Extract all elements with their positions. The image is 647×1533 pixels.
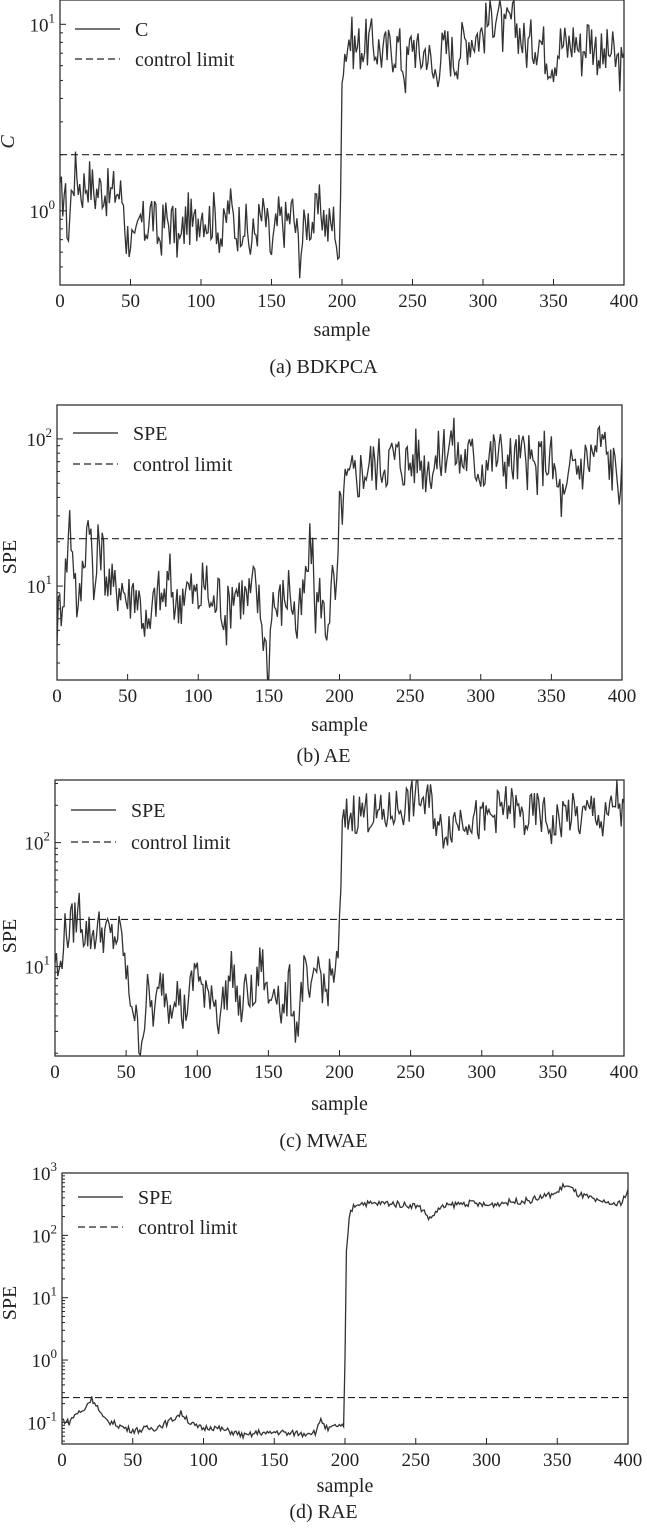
x-tick-label: 50 xyxy=(117,1062,136,1083)
x-tick-label: 400 xyxy=(614,1450,643,1471)
x-tick-label: 0 xyxy=(50,1062,60,1083)
x-tick-label: 250 xyxy=(402,1450,431,1471)
x-tick-label: 350 xyxy=(539,291,568,312)
series-line xyxy=(55,780,624,1056)
x-axis-label: sample xyxy=(311,714,368,736)
x-tick-label: 300 xyxy=(469,291,498,312)
x-tick-label: 200 xyxy=(325,686,354,707)
x-axis-label: sample xyxy=(317,1475,374,1497)
chart-d-svg: 0 50 100 150 200 250 300 350 400 10-1 100 101 102 103… xyxy=(0,1159,643,1497)
legend-label: SPE xyxy=(138,1187,172,1209)
y-tick-label: 101 xyxy=(27,572,53,598)
chart-c-caption: (c) MWAE xyxy=(279,1130,368,1152)
x-tick-label: 350 xyxy=(543,1450,572,1471)
x-tick-label: 100 xyxy=(187,291,216,312)
chart-d-caption: (d) RAE xyxy=(289,1501,358,1523)
y-tick-label: 102 xyxy=(27,425,53,451)
x-tick-label: 0 xyxy=(55,291,65,312)
y-tick-label: 103 xyxy=(32,1159,58,1185)
legend-label: control limit xyxy=(131,832,231,854)
legend-label: control limit xyxy=(135,49,235,71)
x-tick-label: 400 xyxy=(608,686,637,707)
x-tick-label: 50 xyxy=(121,291,140,312)
chart-a-svg: 0 50 100 150 200 250 300 350 400 100 101 sample C Cco… xyxy=(0,0,639,341)
y-tick-label: 101 xyxy=(30,10,56,36)
y-tick-label: 102 xyxy=(32,1221,58,1247)
x-tick-label: 150 xyxy=(257,291,286,312)
x-tick-label: 150 xyxy=(260,1450,289,1471)
x-tick-label: 150 xyxy=(255,686,284,707)
series-line xyxy=(57,417,622,680)
x-tick-label: 250 xyxy=(396,686,425,707)
y-tick-label: 10-1 xyxy=(27,1408,57,1434)
chart-b-caption: (b) AE xyxy=(296,745,351,767)
chart-panel-a: 0 50 100 150 200 250 300 350 400 100 101 sample C Cco… xyxy=(0,0,647,385)
legend-label: SPE xyxy=(131,800,165,822)
chart-panel-b: 0 50 100 150 200 250 300 350 400 101 102 sample SPE S… xyxy=(0,385,647,770)
x-tick-label: 250 xyxy=(396,1062,425,1083)
x-tick-label: 350 xyxy=(539,1062,568,1083)
y-tick-label: 100 xyxy=(32,1346,58,1372)
x-tick-label: 400 xyxy=(610,291,639,312)
legend-label: control limit xyxy=(133,454,233,476)
y-axis-label: C xyxy=(0,135,19,149)
x-tick-label: 0 xyxy=(52,686,62,707)
y-axis-label: SPE xyxy=(0,919,21,953)
x-axis-label: sample xyxy=(311,1093,368,1115)
y-tick-label: 102 xyxy=(25,829,51,855)
plot-frame xyxy=(61,1172,629,1445)
chart-panel-c: 0 50 100 150 200 250 300 350 400 101 102 sample SPE S… xyxy=(0,770,647,1153)
x-tick-label: 150 xyxy=(254,1062,283,1083)
y-tick-label: 101 xyxy=(32,1284,58,1310)
x-tick-label: 50 xyxy=(123,1450,142,1471)
x-tick-label: 0 xyxy=(57,1450,67,1471)
x-tick-label: 300 xyxy=(468,1062,497,1083)
x-axis-label: sample xyxy=(314,319,371,341)
x-tick-label: 100 xyxy=(184,686,213,707)
plot-frame xyxy=(56,404,623,681)
x-tick-label: 350 xyxy=(537,686,566,707)
x-tick-label: 200 xyxy=(328,291,357,312)
x-tick-label: 300 xyxy=(472,1450,501,1471)
y-axis-label: SPE xyxy=(0,1286,21,1320)
legend-label: C xyxy=(135,19,148,41)
chart-c-svg: 0 50 100 150 200 250 300 350 400 101 102 sample SPE S… xyxy=(0,779,639,1115)
y-tick-label: 100 xyxy=(30,197,56,223)
x-tick-label: 100 xyxy=(189,1450,218,1471)
y-tick-label: 101 xyxy=(25,953,51,979)
legend-label: SPE xyxy=(133,423,167,445)
x-tick-label: 50 xyxy=(118,686,137,707)
x-tick-label: 200 xyxy=(325,1062,354,1083)
x-tick-label: 100 xyxy=(183,1062,212,1083)
chart-panel-d: 0 50 100 150 200 250 300 350 400 10-1 100 101 102 103… xyxy=(0,1153,647,1533)
series-line xyxy=(62,1182,628,1441)
chart-a-caption: (a) BDKPCA xyxy=(269,356,378,378)
x-tick-label: 250 xyxy=(398,291,427,312)
x-tick-label: 400 xyxy=(610,1062,639,1083)
chart-b-svg: 0 50 100 150 200 250 300 350 400 101 102 sample SPE S… xyxy=(0,404,637,736)
legend-label: control limit xyxy=(138,1217,238,1239)
series-line xyxy=(60,0,624,279)
x-tick-label: 200 xyxy=(331,1450,360,1471)
x-tick-label: 300 xyxy=(467,686,496,707)
y-axis-label: SPE xyxy=(0,540,21,574)
